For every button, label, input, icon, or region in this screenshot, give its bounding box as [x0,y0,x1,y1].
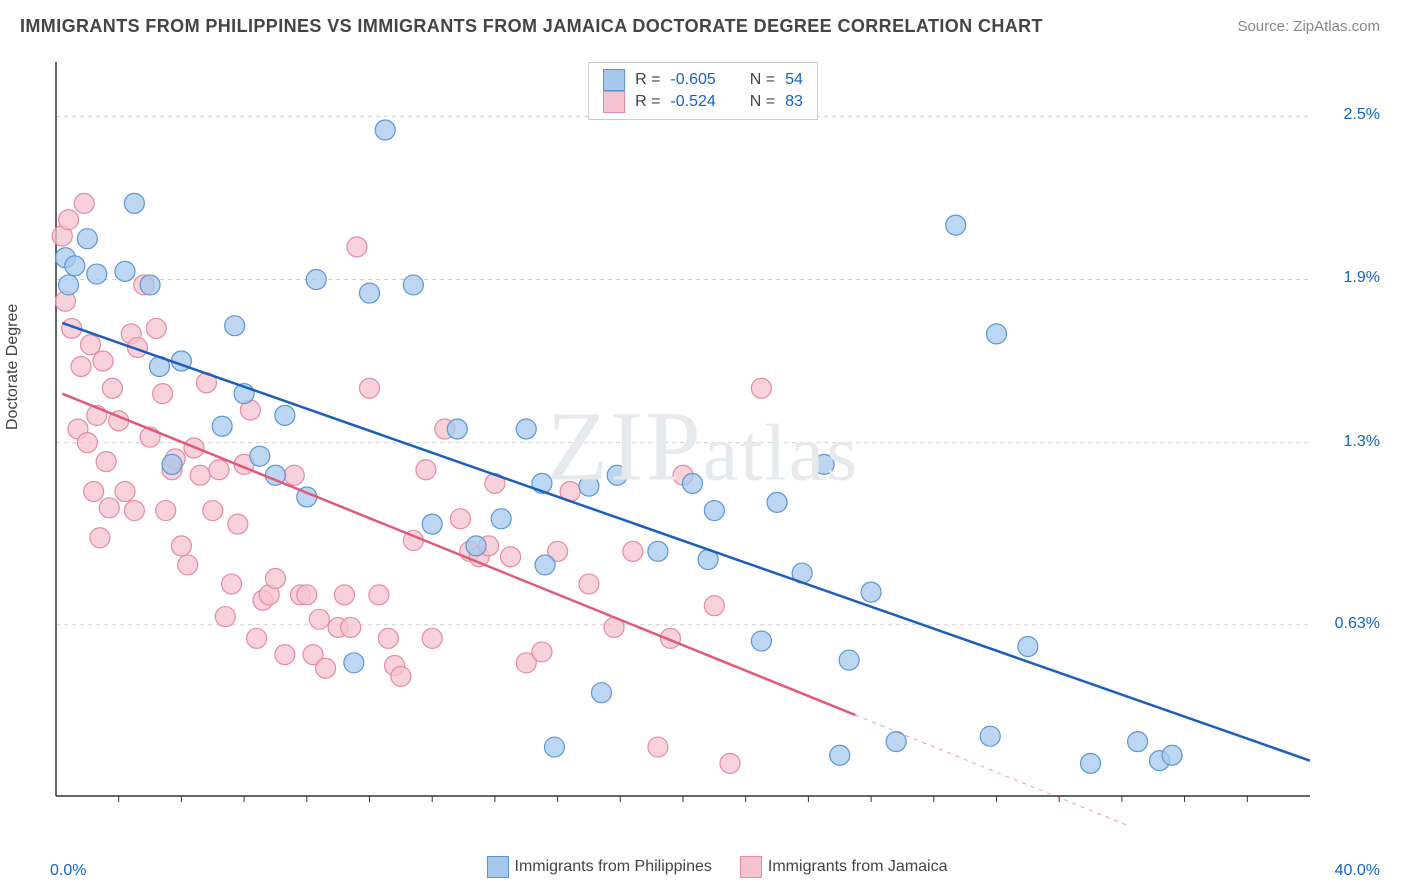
legend-series-label: Immigrants from Philippines [515,858,712,875]
legend-row-jamaica: R = -0.524 N = 83 [603,91,803,113]
y-tick-label: 0.63% [1335,615,1380,633]
chart-title: IMMIGRANTS FROM PHILIPPINES VS IMMIGRANT… [20,16,1043,37]
y-tick-label: 1.3% [1344,433,1380,451]
legend-swatch-icon [603,91,625,113]
legend-r-value: -0.524 [670,93,715,111]
correlation-legend: R = -0.605 N = 54 R = -0.524 N = 83 [588,62,818,120]
legend-row-philippines: R = -0.605 N = 54 [603,69,803,91]
scatter-plot [50,56,1370,826]
legend-swatch-icon [487,856,509,878]
legend-r-label: R = [635,71,660,89]
legend-n-label: N = [750,93,775,111]
legend-series-label: Immigrants from Jamaica [768,858,948,875]
legend-n-label: N = [750,71,775,89]
legend-swatch-icon [740,856,762,878]
source-attribution: Source: ZipAtlas.com [1237,18,1380,35]
legend-r-value: -0.605 [670,71,715,89]
legend-n-value: 83 [785,93,803,111]
legend-swatch-icon [603,69,625,91]
y-axis-label: Doctorate Degree [4,304,22,430]
series-legend: Immigrants from Philippines Immigrants fr… [0,856,1406,878]
legend-n-value: 54 [785,71,803,89]
y-tick-label: 2.5% [1344,106,1380,124]
legend-r-label: R = [635,93,660,111]
y-tick-label: 1.9% [1344,269,1380,287]
